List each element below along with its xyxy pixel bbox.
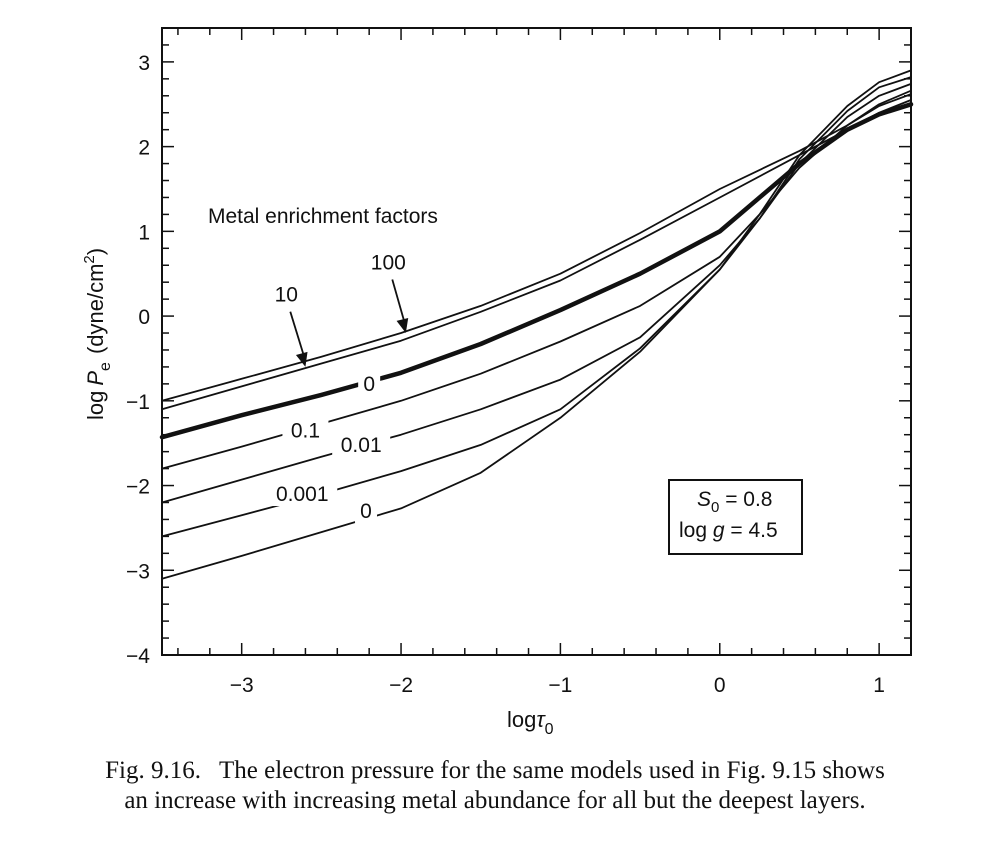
caption-number: Fig. 9.16. (105, 757, 201, 784)
series-line-4 (161, 83, 912, 504)
series-line-2 (159, 102, 914, 440)
y-tick-label: 1 (138, 221, 150, 244)
x-tick-label: 0 (714, 674, 726, 697)
curve-label: 0 (363, 373, 375, 396)
params-line-1: S0 = 0.8 (697, 488, 773, 516)
y-tick-label: 2 (138, 137, 150, 160)
curve-label-bg (358, 369, 381, 396)
series-line-6 (161, 69, 912, 580)
curve-label-layer: 0 0.1 0.01 0.001 0 10 100 (267, 251, 409, 523)
series-line-3 (161, 89, 912, 470)
params-box: S0 = 0.8 log g = 4.5 (668, 479, 803, 555)
caption-text-1: The electron pressure for the same model… (219, 757, 885, 784)
curve-label-bg (282, 416, 329, 443)
x-tick-label: −2 (389, 674, 413, 697)
axis-ticks (162, 27, 912, 656)
legend-title: Metal enrichment factors (208, 205, 438, 228)
curve-label-bg (332, 430, 391, 457)
series-line-5 (161, 76, 912, 538)
params-line-2: log g = 4.5 (679, 519, 778, 542)
y-tick-label: −4 (126, 645, 150, 668)
curve-label: 0.01 (341, 434, 382, 457)
curve-label: 0.001 (276, 483, 329, 506)
arrow-shaft (391, 279, 407, 328)
plot-frame (161, 27, 912, 656)
y-tick-label: −2 (126, 476, 150, 499)
figure-caption: Fig. 9.16. The electron pressure for the … (30, 756, 960, 816)
series-line-1 (161, 99, 912, 411)
x-tick-label: 1 (873, 674, 885, 697)
curve-label: 0 (360, 500, 372, 523)
curve-label: 0.1 (291, 419, 320, 442)
x-axis-label: logτ0 (507, 707, 554, 738)
x-tick-label: −1 (548, 674, 572, 697)
y-axis-label: logPe(dyne/cm2) (81, 248, 114, 420)
y-tick-label: 0 (138, 306, 150, 329)
curve-label-bg (267, 480, 338, 507)
arrow-label: 10 (275, 284, 298, 307)
caption-line-1: Fig. 9.16. The electron pressure for the … (30, 756, 960, 786)
y-tick-label: −3 (126, 560, 150, 583)
arrow-shaft (289, 311, 307, 362)
arrow-head (396, 317, 409, 334)
arrow-head (295, 351, 308, 367)
curve-label-bg (354, 496, 377, 523)
y-tick-label: −1 (126, 391, 150, 414)
y-tick-label: 3 (138, 52, 150, 75)
arrow-label: 100 (371, 251, 406, 274)
x-tick-label: −3 (230, 674, 254, 697)
caption-line-2: an increase with increasing metal abunda… (124, 787, 866, 814)
series-line-0 (161, 93, 912, 402)
